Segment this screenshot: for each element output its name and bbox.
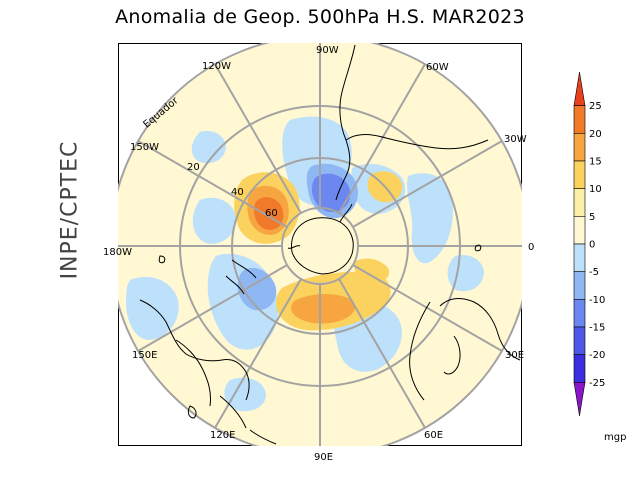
colorbar-tick-label: 15 (589, 157, 602, 168)
longitude-line (214, 63, 302, 214)
colorbar-tick-label: 0 (589, 240, 595, 251)
colorbar-tick-label: 20 (589, 129, 602, 140)
anomaly-center-60 (254, 197, 284, 230)
colorbar-swatch (573, 271, 586, 300)
new-zealand-coast (225, 259, 257, 295)
longitude-label-150w: 150W (130, 142, 159, 153)
colorbar-tick-label: -20 (589, 350, 605, 361)
anomaly-area-neg (447, 254, 484, 292)
indonesia-coast (219, 395, 277, 445)
longitude-label-60w: 60W (426, 62, 449, 73)
island-coast (474, 244, 482, 252)
longitude-label-120w: 120W (202, 61, 231, 72)
anomaly-area-neg (192, 197, 237, 244)
latitude-label-40: 40 (231, 187, 244, 198)
longitude-line (338, 63, 426, 214)
colorbar-swatch (573, 243, 586, 273)
colorbar-tick-label: -15 (589, 323, 605, 334)
longitude-label-150e: 150E (132, 350, 157, 361)
madagascar-coast (443, 335, 461, 375)
longitude-label-30e: 30E (505, 350, 524, 361)
colorbar-swatch (573, 298, 586, 328)
colorbar-swatch (573, 188, 586, 217)
colorbar-tick-label: 25 (589, 101, 602, 112)
longitude-line (137, 140, 288, 228)
colorbar-tick-label: -5 (589, 267, 599, 278)
anomaly-area-neg (191, 130, 226, 164)
colorbar-tick-label: 5 (589, 212, 595, 223)
longitude-label-180w: 180W (103, 247, 132, 258)
longitude-line (214, 278, 302, 429)
longitude-line (137, 264, 288, 352)
island-coast (187, 405, 197, 419)
longitude-label-90e: 90E (314, 452, 333, 463)
longitude-label-60e: 60E (424, 430, 443, 441)
south-america-coast (345, 134, 489, 150)
colorbar-swatch (573, 216, 586, 245)
colorbar-swatch (573, 326, 586, 356)
colorbar-tick-label: -10 (589, 295, 605, 306)
africa-coast (409, 301, 431, 401)
longitude-label-0: 0 (528, 242, 534, 253)
latitude-label-60: 60 (265, 208, 278, 219)
anomaly-center-south-america (312, 173, 351, 212)
longitude-line (352, 140, 503, 228)
africa-coast (439, 298, 521, 361)
longitude-label-90w: 90W (316, 45, 339, 56)
anomaly-area-neg (224, 377, 266, 412)
coastlines (139, 44, 521, 445)
map-title: Anomalia de Geop. 500hPa H.S. MAR2023 (115, 6, 525, 28)
longitude-lines (118, 43, 522, 446)
anomaly-area-neg (407, 173, 453, 264)
colorbar-tick-label: 10 (589, 184, 602, 195)
colorbar-swatch (573, 71, 586, 106)
anomaly-area-neg (126, 276, 179, 340)
longitude-label-30w: 30W (504, 134, 527, 145)
longitude-label-120e: 120E (210, 430, 235, 441)
colorbar-swatch (573, 105, 586, 134)
colorbar-swatch (573, 160, 586, 190)
colorbar-swatch (573, 133, 586, 162)
anomaly-center-indian-ocean (291, 294, 356, 324)
latitude-label-20: 20 (187, 162, 200, 173)
anomaly-area-neg (237, 268, 277, 311)
colorbar-tick-label: -25 (589, 378, 605, 389)
longitude-line (352, 264, 503, 352)
antarctica-coast (287, 203, 354, 275)
australia-coast (139, 299, 250, 401)
colorbar: 25 20 15 10 5 0 -5 -10 -15 -20 -25 (573, 71, 605, 417)
colorbar-swatch (573, 354, 586, 383)
colorbar-swatch (573, 382, 586, 417)
anomaly-area-pos (354, 258, 390, 284)
longitude-line (338, 278, 426, 429)
australia-coast (175, 339, 211, 407)
anomaly-shading (126, 116, 484, 412)
island-coast (158, 255, 166, 264)
colorbar-unit: mgp (604, 432, 626, 443)
